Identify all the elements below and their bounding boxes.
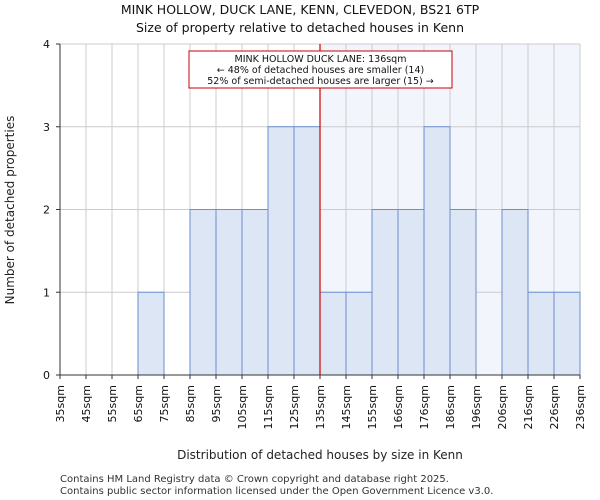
histogram-bar — [137, 291, 165, 376]
histogram-bar — [267, 126, 295, 376]
chart-subtitle: Size of property relative to detached ho… — [136, 20, 464, 35]
x-tick-label: 186sqm — [444, 385, 457, 429]
histogram-bar — [319, 291, 347, 376]
x-tick-label: 95sqm — [210, 385, 223, 422]
x-tick-label: 216sqm — [522, 385, 535, 429]
x-tick-label: 155sqm — [366, 385, 379, 429]
x-axis-label: Distribution of detached houses by size … — [177, 448, 463, 462]
footer-line-2: Contains public sector information licen… — [60, 486, 493, 497]
y-tick-label: 2 — [43, 204, 50, 217]
x-tick-label: 226sqm — [548, 385, 561, 429]
y-tick-label: 1 — [43, 286, 50, 299]
histogram-bar — [189, 209, 217, 376]
x-tick-label: 85sqm — [184, 385, 197, 422]
x-tick-label: 125sqm — [288, 385, 301, 429]
x-tick-label: 65sqm — [132, 385, 145, 422]
y-tick-label: 4 — [43, 38, 50, 51]
x-tick-label: 166sqm — [392, 385, 405, 429]
histogram-bar — [241, 209, 269, 376]
x-tick-label: 196sqm — [470, 385, 483, 429]
histogram-bar — [293, 126, 321, 376]
plot-area: 0 1 2 3 4 35sqm 45sqm 55sqm 65sqm 75sqm 85sqm 95sqm… — [43, 38, 587, 429]
histogram-bar — [449, 209, 477, 376]
x-tick-label: 45sqm — [80, 385, 93, 422]
x-tick-label: 176sqm — [418, 385, 431, 429]
annotation-line-2: ← 48% of detached houses are smaller (14… — [217, 65, 424, 76]
footer-line-1: Contains HM Land Registry data © Crown c… — [60, 474, 449, 485]
histogram-bar — [215, 209, 243, 376]
histogram-bar — [501, 209, 529, 376]
y-tick-label: 3 — [43, 121, 50, 134]
annotation-box — [188, 50, 453, 89]
y-axis-label: Number of detached properties — [3, 116, 17, 305]
x-tick-label: 236sqm — [574, 385, 587, 429]
histogram-bar — [371, 209, 399, 376]
histogram-bar — [423, 126, 451, 376]
y-tick-label: 0 — [43, 369, 50, 382]
annotation-line-1: MINK HOLLOW DUCK LANE: 136sqm — [235, 54, 407, 65]
x-tick-label: 105sqm — [236, 385, 249, 429]
x-tick-label: 55sqm — [106, 385, 119, 422]
histogram-bar — [527, 291, 555, 376]
histogram-bar — [553, 291, 581, 376]
x-tick-label: 206sqm — [496, 385, 509, 429]
histogram-bar — [345, 291, 373, 376]
x-tick-label: 135sqm — [314, 385, 327, 429]
histogram-bar — [397, 209, 425, 376]
x-tick-label: 115sqm — [262, 385, 275, 429]
x-tick-label: 35sqm — [54, 385, 67, 422]
x-tick-label: 75sqm — [158, 385, 171, 422]
x-tick-label: 145sqm — [340, 385, 353, 429]
annotation-line-3: 52% of semi-detached houses are larger (… — [207, 76, 434, 87]
chart-title: MINK HOLLOW, DUCK LANE, KENN, CLEVEDON, … — [121, 2, 480, 17]
